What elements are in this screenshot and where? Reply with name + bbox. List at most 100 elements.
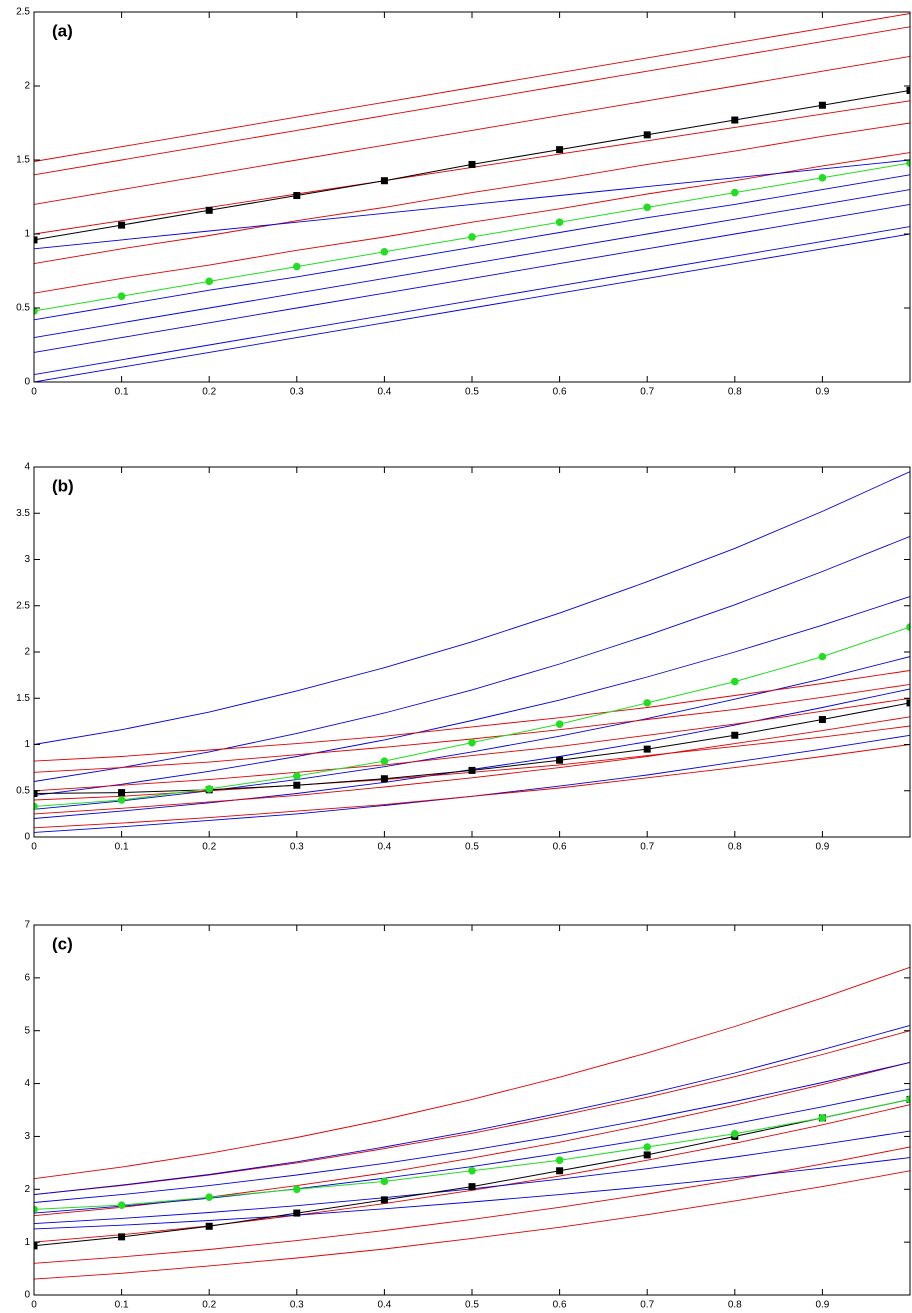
circle-marker: [819, 1114, 827, 1122]
plot-area: [30, 14, 912, 383]
sample-line: [34, 27, 910, 175]
square-marker: [118, 789, 125, 796]
x-tick-label: 0.4: [377, 842, 391, 853]
y-tick-label: 0.5: [16, 303, 30, 314]
circle-marker: [118, 796, 126, 804]
plot-area: [30, 967, 912, 1279]
sample-line: [34, 123, 910, 264]
axes-frame: [34, 467, 910, 837]
x-tick-label: 0.1: [115, 387, 129, 398]
x-tick-label: 0.8: [728, 1300, 742, 1308]
square-marker: [469, 1183, 476, 1190]
circle-marker: [731, 678, 739, 686]
y-tick-label: 1: [24, 229, 30, 240]
circle-marker: [731, 189, 739, 197]
circle-marker: [381, 757, 389, 765]
sample-line: [34, 689, 910, 819]
square-marker: [469, 767, 476, 774]
y-tick-label: 3.5: [16, 508, 30, 519]
sample-line: [34, 204, 910, 352]
circle-marker: [205, 1193, 213, 1201]
x-tick-label: 0.8: [728, 387, 742, 398]
y-tick-label: 1.5: [16, 155, 30, 166]
y-tick-label: 0.5: [16, 785, 30, 796]
x-tick-label: 0.9: [815, 387, 829, 398]
sample-line: [34, 1062, 910, 1215]
circle-marker: [118, 1201, 126, 1209]
sample-line: [34, 190, 910, 338]
sample-line: [34, 227, 910, 375]
square-marker: [907, 87, 912, 94]
x-tick-label: 0: [31, 1300, 37, 1308]
axes-frame: [34, 925, 910, 1295]
circle-marker: [205, 785, 213, 793]
sample-line: [34, 1147, 910, 1263]
y-tick-label: 5: [24, 1025, 30, 1036]
x-tick-label: 0.2: [202, 842, 216, 853]
circle-marker: [381, 1178, 389, 1186]
sample-line: [34, 14, 910, 162]
sample-line: [34, 597, 910, 796]
y-tick-label: 6: [24, 972, 30, 983]
panel-title: (a): [52, 21, 73, 40]
square-marker: [293, 1210, 300, 1217]
sample-line: [34, 735, 910, 832]
y-tick-label: 0: [24, 1290, 30, 1301]
y-tick-label: 2: [24, 647, 30, 658]
y-tick-label: 1.5: [16, 693, 30, 704]
y-tick-label: 3: [24, 1131, 30, 1142]
x-tick-label: 0.4: [377, 387, 391, 398]
x-tick-label: 0.3: [290, 1300, 304, 1308]
square-marker: [118, 1233, 125, 1240]
sample-line: [34, 234, 910, 382]
plot-area: [30, 472, 912, 833]
x-tick-label: 0.2: [202, 387, 216, 398]
x-tick-label: 0.6: [553, 1300, 567, 1308]
circle-marker: [293, 1185, 301, 1193]
x-tick-label: 0.6: [553, 842, 567, 853]
mean-line: [34, 1099, 910, 1209]
circle-marker: [118, 292, 126, 300]
x-tick-label: 0.5: [465, 842, 479, 853]
square-marker: [819, 102, 826, 109]
y-tick-label: 1: [24, 1237, 30, 1248]
sample-line: [34, 56, 910, 204]
y-tick-label: 4: [24, 462, 30, 473]
circle-marker: [468, 1167, 476, 1175]
sample-line: [34, 717, 910, 814]
x-tick-label: 0.5: [465, 387, 479, 398]
square-marker: [819, 716, 826, 723]
x-tick-label: 0.9: [815, 1300, 829, 1308]
x-tick-label: 0.6: [553, 387, 567, 398]
y-tick-label: 1: [24, 739, 30, 750]
x-tick-label: 0.7: [640, 842, 654, 853]
square-marker: [381, 177, 388, 184]
y-tick-label: 3: [24, 554, 30, 565]
y-tick-label: 2: [24, 81, 30, 92]
circle-marker: [293, 263, 301, 271]
y-tick-label: 4: [24, 1078, 30, 1089]
square-marker: [731, 117, 738, 124]
sample-line: [34, 671, 910, 762]
x-tick-label: 0.1: [115, 1300, 129, 1308]
x-tick-label: 0.7: [640, 387, 654, 398]
square-marker: [644, 131, 651, 138]
circle-marker: [731, 1130, 739, 1138]
circle-marker: [643, 699, 651, 707]
panel-title: (c): [52, 934, 73, 953]
square-marker: [206, 1223, 213, 1230]
circle-marker: [205, 278, 213, 286]
y-tick-label: 0: [24, 832, 30, 843]
y-tick-label: 0: [24, 377, 30, 388]
y-tick-label: 2.5: [16, 7, 30, 18]
square-marker: [381, 775, 388, 782]
x-tick-label: 0.9: [815, 842, 829, 853]
circle-marker: [293, 772, 301, 780]
x-tick-label: 0: [31, 842, 37, 853]
square-marker: [556, 757, 563, 764]
circle-marker: [819, 174, 827, 182]
